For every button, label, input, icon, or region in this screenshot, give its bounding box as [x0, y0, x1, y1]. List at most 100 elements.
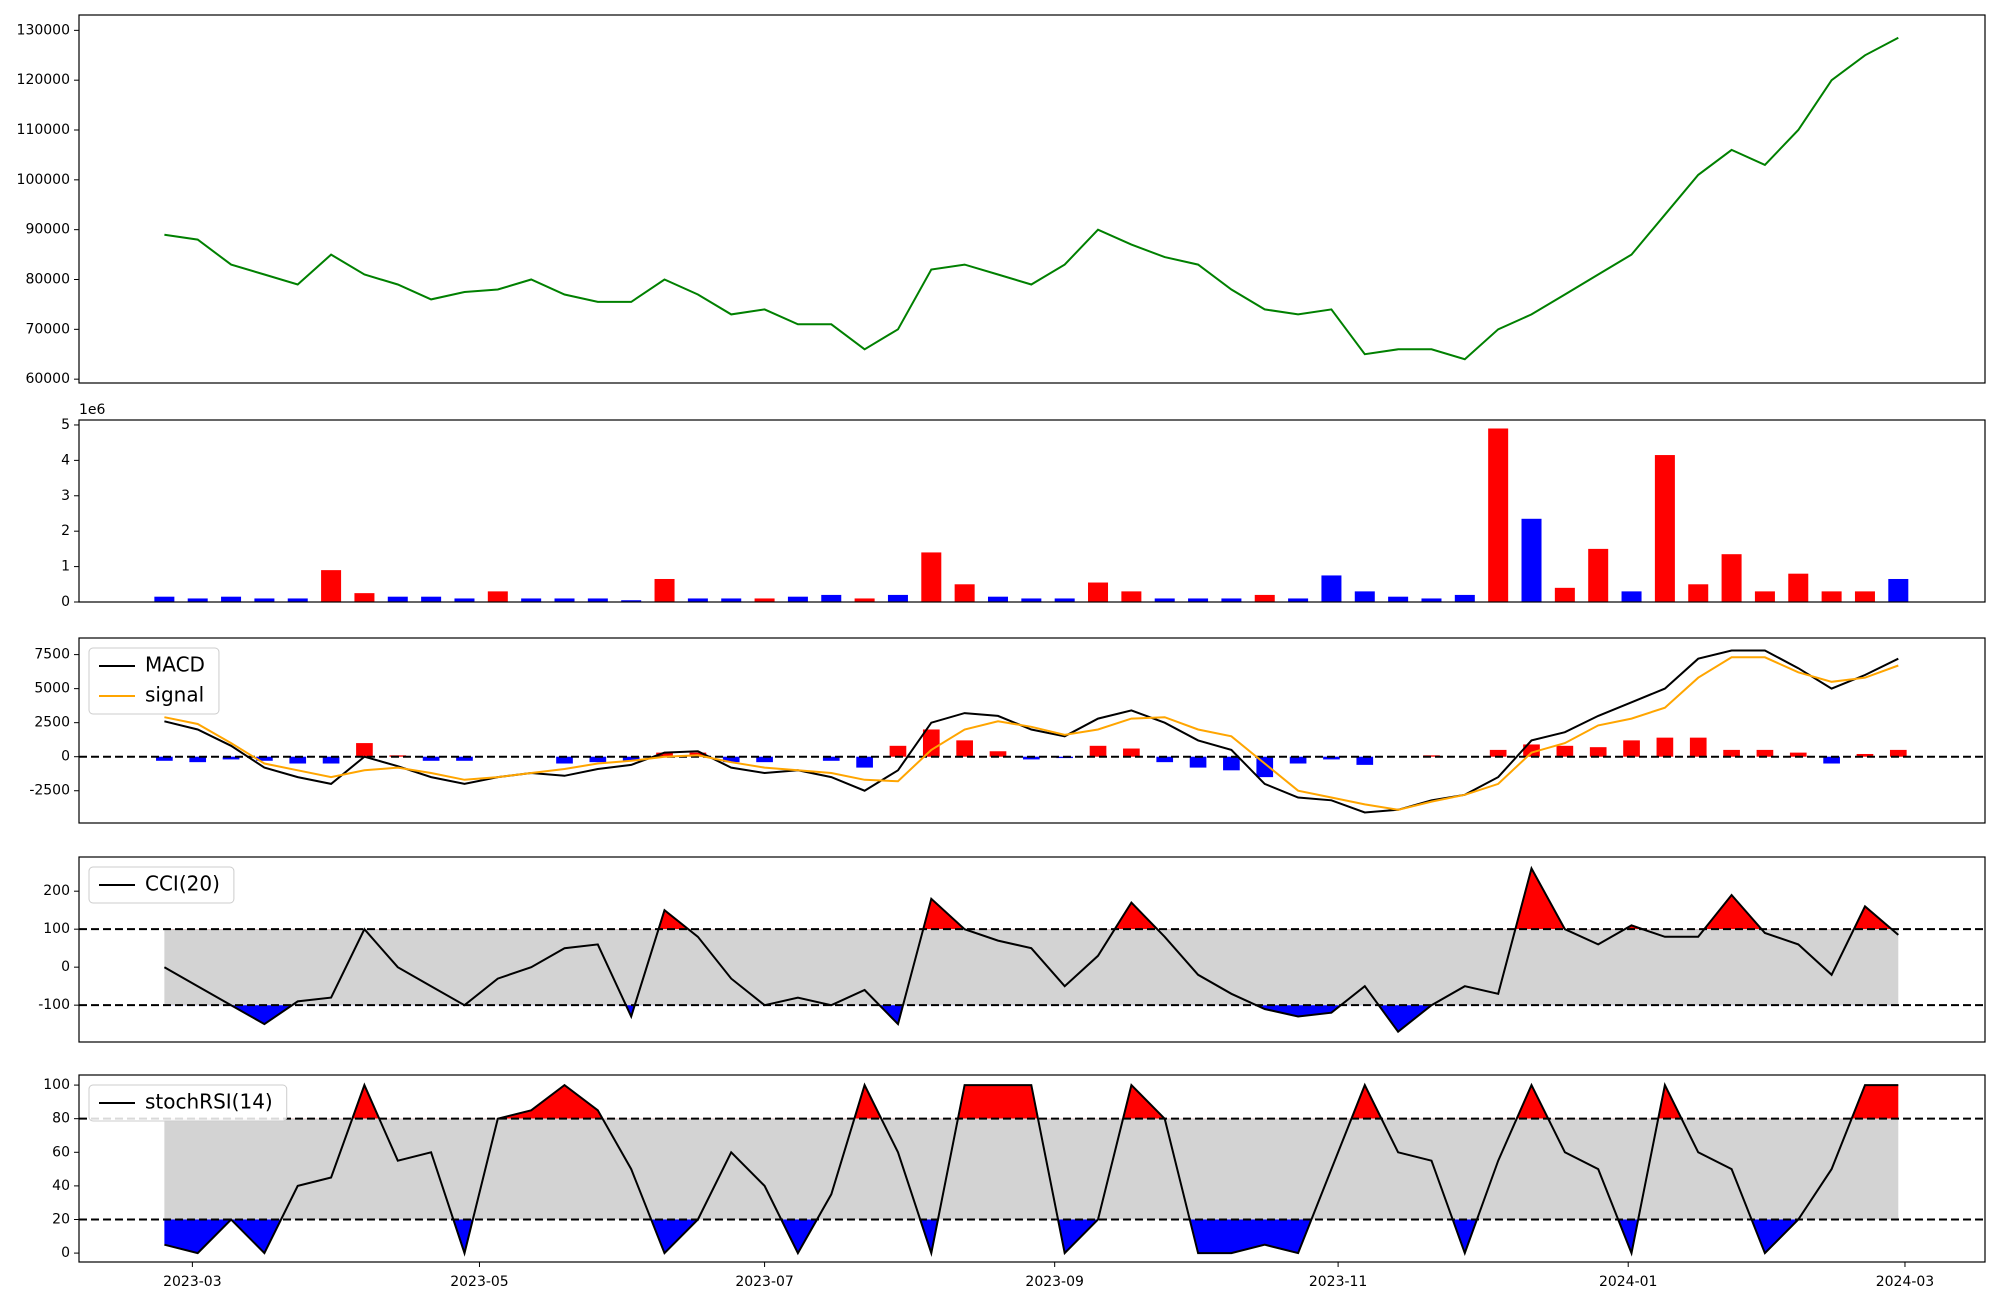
y-tick-label: 2500: [34, 715, 70, 731]
y-tick-label: 4: [61, 452, 70, 468]
histogram-bar: [1356, 756, 1374, 765]
y-tick-label: 110000: [17, 122, 70, 138]
histogram-bar: [1689, 737, 1707, 757]
histogram-bar: [322, 756, 340, 764]
extreme-fill: [164, 1085, 1899, 1119]
x-tick-label: 2024-03: [1876, 1274, 1935, 1290]
volume-bar: [354, 593, 375, 602]
volume-bar: [1021, 598, 1042, 602]
x-tick-label: 2023-09: [1025, 1274, 1084, 1290]
histogram-bar: [189, 756, 207, 763]
y-tick-label: 0: [61, 1245, 70, 1261]
volume-bar: [154, 596, 175, 602]
volume-bar: [754, 598, 775, 602]
legend-label: stochRSI(14): [145, 1090, 273, 1114]
histogram-bar: [1789, 752, 1807, 757]
volume-bar: [1788, 573, 1809, 602]
histogram-bar: [1589, 747, 1607, 757]
histogram-bar: [589, 756, 607, 763]
histogram-bar: [856, 756, 873, 768]
volume-bar: [954, 584, 975, 602]
histogram-bar: [1656, 737, 1674, 757]
histogram-bar: [256, 756, 273, 761]
volume-bar: [1588, 548, 1609, 602]
histogram-bar: [1289, 756, 1307, 764]
volume-bar: [721, 598, 742, 602]
volume-bar: [487, 591, 508, 602]
y-tick-label: 100000: [17, 172, 70, 188]
histogram-bar: [1856, 753, 1874, 757]
volume-bar: [1488, 428, 1509, 602]
y-tick-label: -100: [38, 997, 70, 1013]
y-tick-label: 80000: [25, 272, 70, 288]
histogram-bar: [1623, 740, 1640, 757]
histogram-bar: [1223, 756, 1240, 771]
y-tick-label: 0: [61, 959, 70, 975]
histogram-bar: [1022, 756, 1040, 760]
y-tick-label: 60000: [25, 371, 70, 387]
y-tick-label: 0: [61, 749, 70, 765]
y-tick-label: 70000: [25, 321, 70, 337]
volume-bar: [887, 594, 908, 602]
legend: MACD signal: [88, 647, 220, 715]
histogram-bar: [422, 756, 440, 761]
volume-bar: [1388, 596, 1409, 602]
volume-bar: [387, 596, 408, 602]
y-tick-label: 40: [52, 1178, 70, 1194]
volume-bar: [621, 600, 642, 602]
histogram-bar: [1756, 749, 1774, 757]
histogram-bar: [222, 756, 240, 760]
histogram-bar: [1189, 756, 1207, 768]
legend-box: [88, 866, 235, 904]
volume-bar: [221, 596, 242, 602]
volume-bar: [1054, 598, 1075, 602]
legend: CCI(20): [88, 866, 235, 904]
volume-bar: [1721, 554, 1742, 602]
volume-bar: [1821, 591, 1842, 602]
volume-bar: [1221, 598, 1242, 602]
y-tick-label: 80: [52, 1111, 70, 1127]
volume-bar: [987, 596, 1008, 602]
volume-bar: [1554, 587, 1575, 602]
panel-frame: [78, 1074, 1986, 1263]
x-tick-label: 2023-11: [1309, 1274, 1368, 1290]
y-tick-label: 2: [61, 523, 70, 539]
histogram-bar: [1123, 748, 1140, 757]
y-tick-label: 7500: [34, 647, 70, 663]
series-line: [164, 656, 1899, 811]
legend-label: CCI(20): [145, 872, 220, 896]
volume-bar: [1654, 455, 1675, 602]
extreme-fill: [164, 1219, 1799, 1254]
panel-frame: [78, 637, 1986, 824]
histogram-bar: [156, 756, 173, 761]
y-tick-label: 100: [43, 1077, 70, 1093]
histogram-bar: [989, 751, 1007, 757]
histogram-bar: [722, 756, 740, 763]
volume-bar: [1754, 591, 1775, 602]
histogram-bar: [656, 752, 673, 757]
volume-bar: [1321, 575, 1342, 602]
volume-bar: [1854, 591, 1875, 602]
y-tick-label: 90000: [25, 222, 70, 238]
volume-bar: [687, 598, 708, 602]
y-tick-label: 100: [43, 921, 70, 937]
volume-bar: [287, 598, 308, 602]
histogram-bar: [1823, 756, 1840, 764]
volume-bar: [787, 596, 808, 602]
y-tick-label: 20: [52, 1211, 70, 1227]
volume-bar: [1188, 598, 1209, 602]
series-line: [164, 1082, 1899, 1258]
histogram-bar: [1889, 749, 1907, 757]
histogram-bar: [1523, 744, 1540, 757]
histogram-bar: [456, 756, 473, 761]
panel-frame: [78, 14, 1986, 384]
volume-bar: [454, 598, 475, 602]
volume-bar: [554, 598, 575, 602]
legend-box: [88, 647, 220, 715]
volume-bar: [1254, 594, 1275, 602]
x-tick-label: 2024-01: [1599, 1274, 1658, 1290]
offset-label: 1e6: [79, 402, 106, 418]
neutral-band: [164, 1118, 1899, 1220]
volume-bar: [1088, 582, 1109, 602]
